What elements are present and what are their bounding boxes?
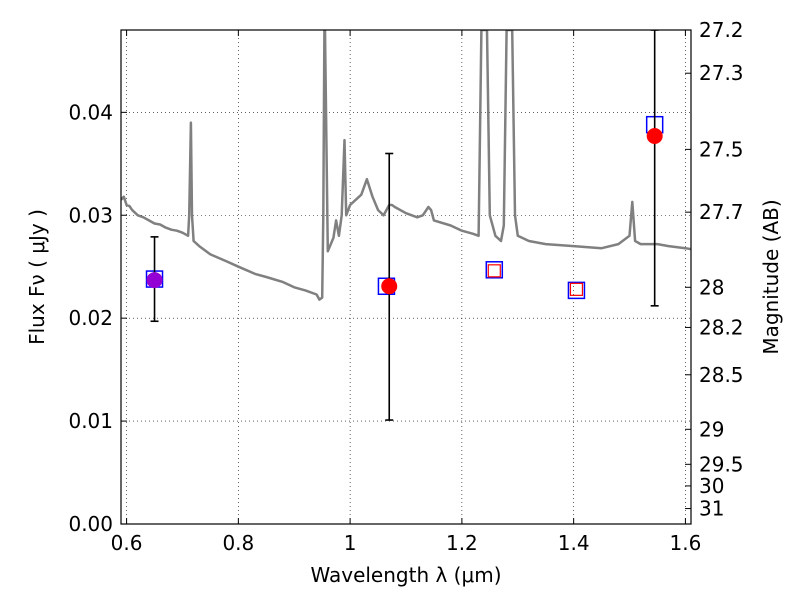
y-axis-title: Flux Fν ( μJy ) [25, 209, 49, 345]
sed-model-line [121, 30, 691, 301]
x-tick-label: 0.6 [111, 531, 143, 555]
y-tick-label: 0.00 [68, 512, 113, 536]
plot-frame [120, 29, 692, 525]
mag-tick-label: 28.5 [699, 363, 744, 387]
mag-tick-label: 27.3 [699, 61, 744, 85]
ticks: 0.6 0.8 1 1.2 1.4 1.6 0.00 0.01 0.02 0.03 0.04 27.2… [68, 18, 743, 555]
mag-tick-label: 27.7 [699, 200, 744, 224]
y-tick-label: 0.04 [68, 100, 113, 124]
mag-tick-label: 31 [699, 497, 724, 521]
y-tick-label: 0.03 [68, 203, 113, 227]
observed-point [646, 128, 663, 145]
mag-tick-label: 27.2 [699, 18, 744, 42]
x-tick-label: 1 [344, 531, 357, 555]
x-tick-label: 1.6 [670, 531, 702, 555]
y-axis-right-title: Magnitude (AB) [759, 199, 783, 354]
mag-tick-label: 30 [699, 474, 724, 498]
nondetection-square [569, 282, 584, 296]
grid [121, 30, 691, 525]
mag-tick-label: 28 [699, 275, 724, 299]
mag-tick-label: 29.5 [699, 452, 744, 476]
mag-tick-label: 27.5 [699, 137, 744, 161]
x-tick-label: 0.8 [222, 531, 254, 555]
plot-area [121, 30, 691, 421]
model-photometry-square [485, 261, 504, 279]
y-tick-label: 0.02 [68, 306, 113, 330]
observed-point [146, 272, 163, 289]
observed-point [381, 278, 398, 295]
x-axis-title: Wavelength λ (μm) [310, 563, 501, 587]
mag-tick-label: 28.2 [699, 315, 744, 339]
mag-tick-label: 29 [699, 417, 724, 441]
x-tick-label: 1.2 [446, 531, 478, 555]
nondetection-square [487, 264, 501, 278]
y-tick-label: 0.01 [68, 409, 113, 433]
model-photometry-square [567, 281, 586, 300]
x-tick-label: 1.4 [558, 531, 590, 555]
